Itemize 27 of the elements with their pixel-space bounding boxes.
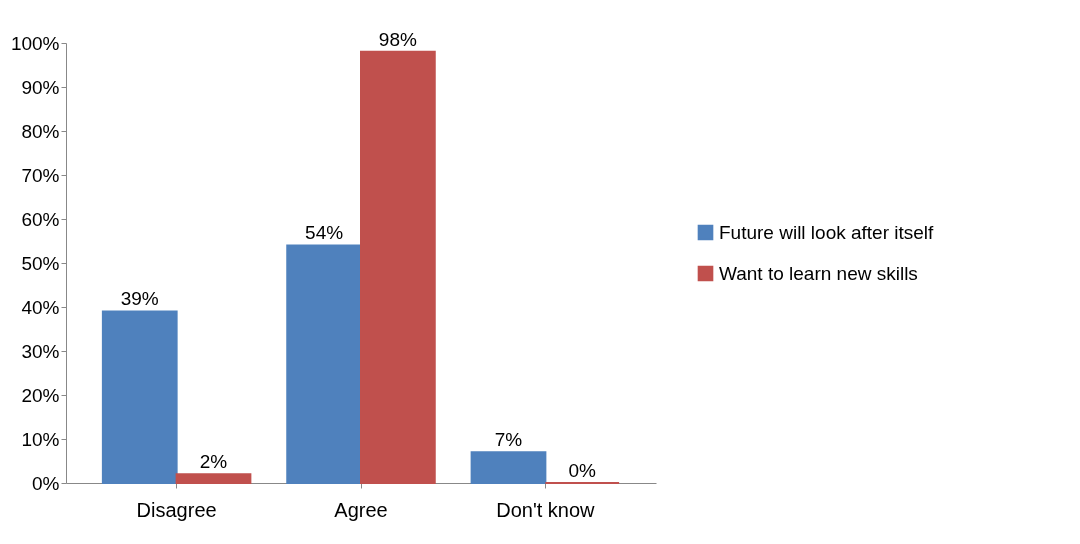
data-label: 2% [199,451,228,473]
bar [360,50,436,484]
bar [286,244,362,484]
x-tick-label: Don't know [496,498,596,521]
y-tick-label: 30% [21,340,60,362]
legend-label: Future will look after itself [719,221,935,243]
y-tick-label: 90% [21,76,60,98]
y-tick-label: 70% [21,164,60,186]
y-tick-label: 0% [32,472,60,494]
legend-label: Want to learn new skills [719,262,918,284]
y-tick-label: 10% [21,428,60,450]
x-tick-label: Agree [334,498,388,521]
data-label: 39% [120,288,159,310]
y-tick-label: 20% [21,384,60,406]
data-label: 98% [378,28,417,50]
y-tick-label: 40% [21,296,60,318]
x-tick-label: Disagree [136,498,217,521]
y-tick-label: 60% [21,208,60,230]
y-tick-label: 50% [21,252,60,274]
bar [470,451,547,484]
y-tick-label: 80% [21,120,60,142]
y-tick-label: 100% [10,32,60,54]
bar [101,310,178,484]
bar [175,473,252,484]
data-label: 54% [305,222,344,244]
data-label: 7% [494,429,523,451]
data-label: 0% [568,460,597,481]
